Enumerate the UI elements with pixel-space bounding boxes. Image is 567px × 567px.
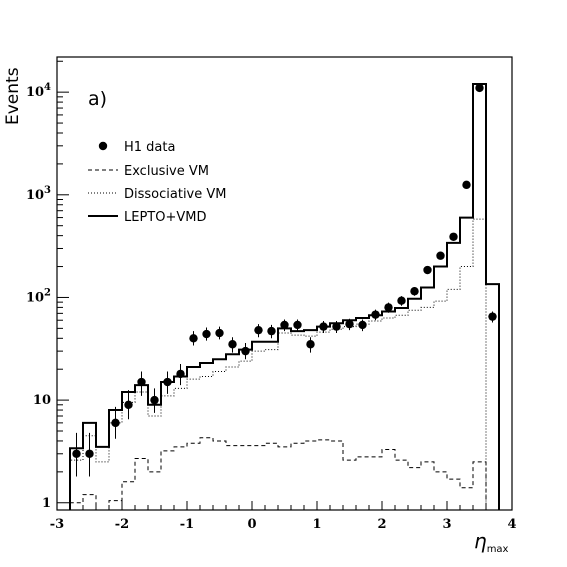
data-point — [228, 340, 237, 349]
x-tick-label: -1 — [180, 517, 194, 532]
data-point — [319, 322, 328, 331]
x-tick-label: -3 — [50, 517, 64, 532]
data-point — [280, 320, 289, 330]
data-point — [267, 326, 276, 336]
data-point — [111, 418, 120, 428]
data-point — [124, 400, 133, 410]
data-point — [371, 310, 380, 319]
legend-label-lepto-vmd: LEPTO+VMD — [124, 210, 206, 225]
panel-label: a) — [88, 88, 107, 110]
histogram-dissociative-vm — [69, 218, 499, 511]
x-tick-label: 1 — [312, 517, 321, 532]
x-axis-title: ηmax — [474, 529, 509, 555]
data-point — [423, 265, 432, 275]
y-axis-title: Events — [3, 67, 23, 125]
data-point — [137, 377, 146, 387]
data-point — [397, 296, 406, 305]
data-points-layer — [72, 83, 497, 477]
data-point — [241, 346, 250, 356]
data-point — [462, 180, 471, 190]
data-point — [306, 340, 315, 349]
x-tick-label: -2 — [115, 517, 129, 532]
legend-label-h1-data: H1 data — [124, 140, 175, 155]
data-point — [163, 377, 172, 387]
y-tick-label: 1 — [42, 496, 51, 511]
y-tick-label: 10 — [33, 393, 51, 408]
data-point — [176, 369, 185, 379]
legend-marker-h1-data — [98, 141, 108, 151]
data-point — [475, 83, 484, 93]
data-point — [72, 449, 81, 458]
data-point — [254, 325, 263, 335]
axis-ticks: -3 -2 -1 0 1 2 3 4 1 10 102 103 104 — [26, 60, 517, 532]
data-point — [202, 329, 211, 339]
data-point — [449, 232, 458, 241]
data-point — [384, 303, 393, 312]
legend-label-exclusive-vm: Exclusive VM — [124, 164, 209, 179]
x-tick-label: 4 — [507, 517, 516, 532]
data-point — [189, 334, 198, 343]
legend-label-dissociative-vm: Dissociative VM — [124, 187, 227, 202]
x-tick-label: 3 — [442, 517, 451, 532]
data-point — [85, 449, 94, 458]
data-point — [410, 287, 419, 296]
y-tick-label: 103 — [26, 185, 51, 203]
x-tick-label: 2 — [377, 517, 386, 532]
data-point — [293, 320, 302, 330]
histogram-lepto-vmd — [69, 83, 500, 510]
data-point — [488, 312, 497, 321]
data-point — [332, 322, 341, 331]
histogram-layer — [69, 83, 500, 511]
x-tick-label: 0 — [247, 517, 256, 532]
histogram-exclusive-vm — [69, 437, 499, 511]
y-tick-label: 102 — [26, 287, 51, 305]
data-point — [358, 320, 367, 330]
data-point — [345, 319, 354, 329]
plot-frame — [56, 56, 513, 511]
data-point — [150, 395, 159, 405]
legend: H1 data Exclusive VM Dissociative VM LEP… — [88, 140, 227, 225]
data-point — [215, 328, 224, 338]
data-point — [436, 251, 445, 260]
y-tick-label: 104 — [26, 82, 51, 100]
